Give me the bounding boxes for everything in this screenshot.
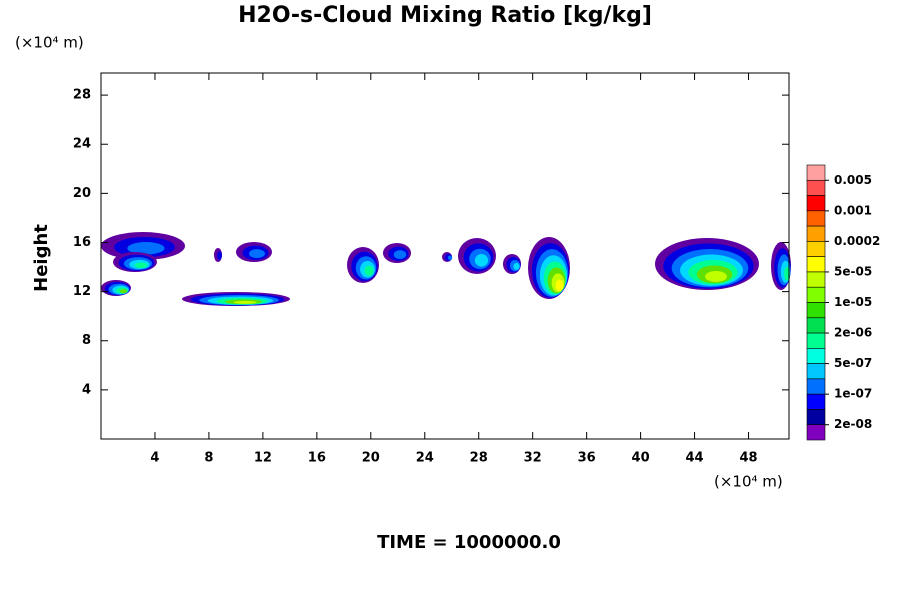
colorbar-label: 5e-07 [834,356,872,370]
colorbar-box [806,286,826,303]
colorbar-box [806,195,826,212]
colorbar-box [806,393,826,410]
colorbar-box [806,164,826,181]
colorbar-box [806,409,826,426]
x-tick-label: 40 [632,451,650,466]
colorbar-box [806,378,826,395]
cloud-region [249,249,265,259]
cloud-region [447,255,453,261]
colorbar-box [806,179,826,196]
colorbar-label: 2e-08 [834,417,872,431]
cloud-field [101,232,791,306]
y-tick-label: 24 [73,137,91,152]
cloud-region [555,279,564,292]
colorbar-box [806,241,826,257]
cloud-region [474,254,489,267]
chart-title: H2O-s-Cloud Mixing Ratio [kg/kg] [238,3,652,28]
y-tick-label: 20 [73,186,91,201]
y-tick-label: 4 [82,382,91,397]
plot-frame [100,72,790,440]
cloud-region [364,265,374,276]
colorbar-box [806,424,826,441]
x-tick-label: 16 [308,451,326,466]
x-tick-label: 48 [739,451,757,466]
y-tick-label: 16 [73,235,91,250]
colorbar-label: 1e-07 [834,387,872,401]
y-axis-label: Height [31,224,52,292]
cloud-region [127,242,165,255]
colorbar-box [806,363,826,380]
x-tick-label: 8 [204,451,213,466]
x-tick-label: 4 [150,451,159,466]
colorbar-box [806,348,826,364]
y-tick-label: 12 [73,284,91,299]
x-tick-label: 44 [686,451,704,466]
cloud-region [217,251,222,260]
colorbar-box [806,332,826,349]
x-tick-label: 12 [254,451,272,466]
colorbar-label: 5e-05 [834,264,872,278]
x-tick-label: 32 [524,451,542,466]
x-tick-label: 36 [578,451,596,466]
colorbar-box [806,256,826,273]
cloud-region [134,262,148,269]
cloud-region [233,300,257,304]
colorbar-box [806,210,826,227]
colorbar-box [806,302,826,319]
colorbar-label: 2e-06 [834,326,872,340]
y-tick-label: 28 [73,88,91,103]
x-unit: (×10⁴ m) [714,473,783,491]
cloud-region [119,289,128,294]
colorbar-box [806,225,826,242]
colorbar-box [806,271,826,288]
colorbar-label: 1e-05 [834,295,872,309]
y-unit: (×10⁴ m) [15,34,84,52]
cloud-region [393,250,407,260]
x-tick-label: 28 [470,451,488,466]
colorbar-label: 0.005 [834,173,872,187]
x-tick-label: 24 [416,451,434,466]
x-tick-label: 20 [362,451,380,466]
cloud-region [513,262,520,270]
cloud-region [705,271,727,282]
annotation: TIME = 1000000.0 [377,532,561,553]
y-tick-label: 8 [82,333,91,348]
colorbar-box [806,317,826,334]
colorbar-label: 0.001 [834,203,872,217]
colorbar-label: 0.0002 [834,234,880,248]
cloud-region [784,266,790,281]
